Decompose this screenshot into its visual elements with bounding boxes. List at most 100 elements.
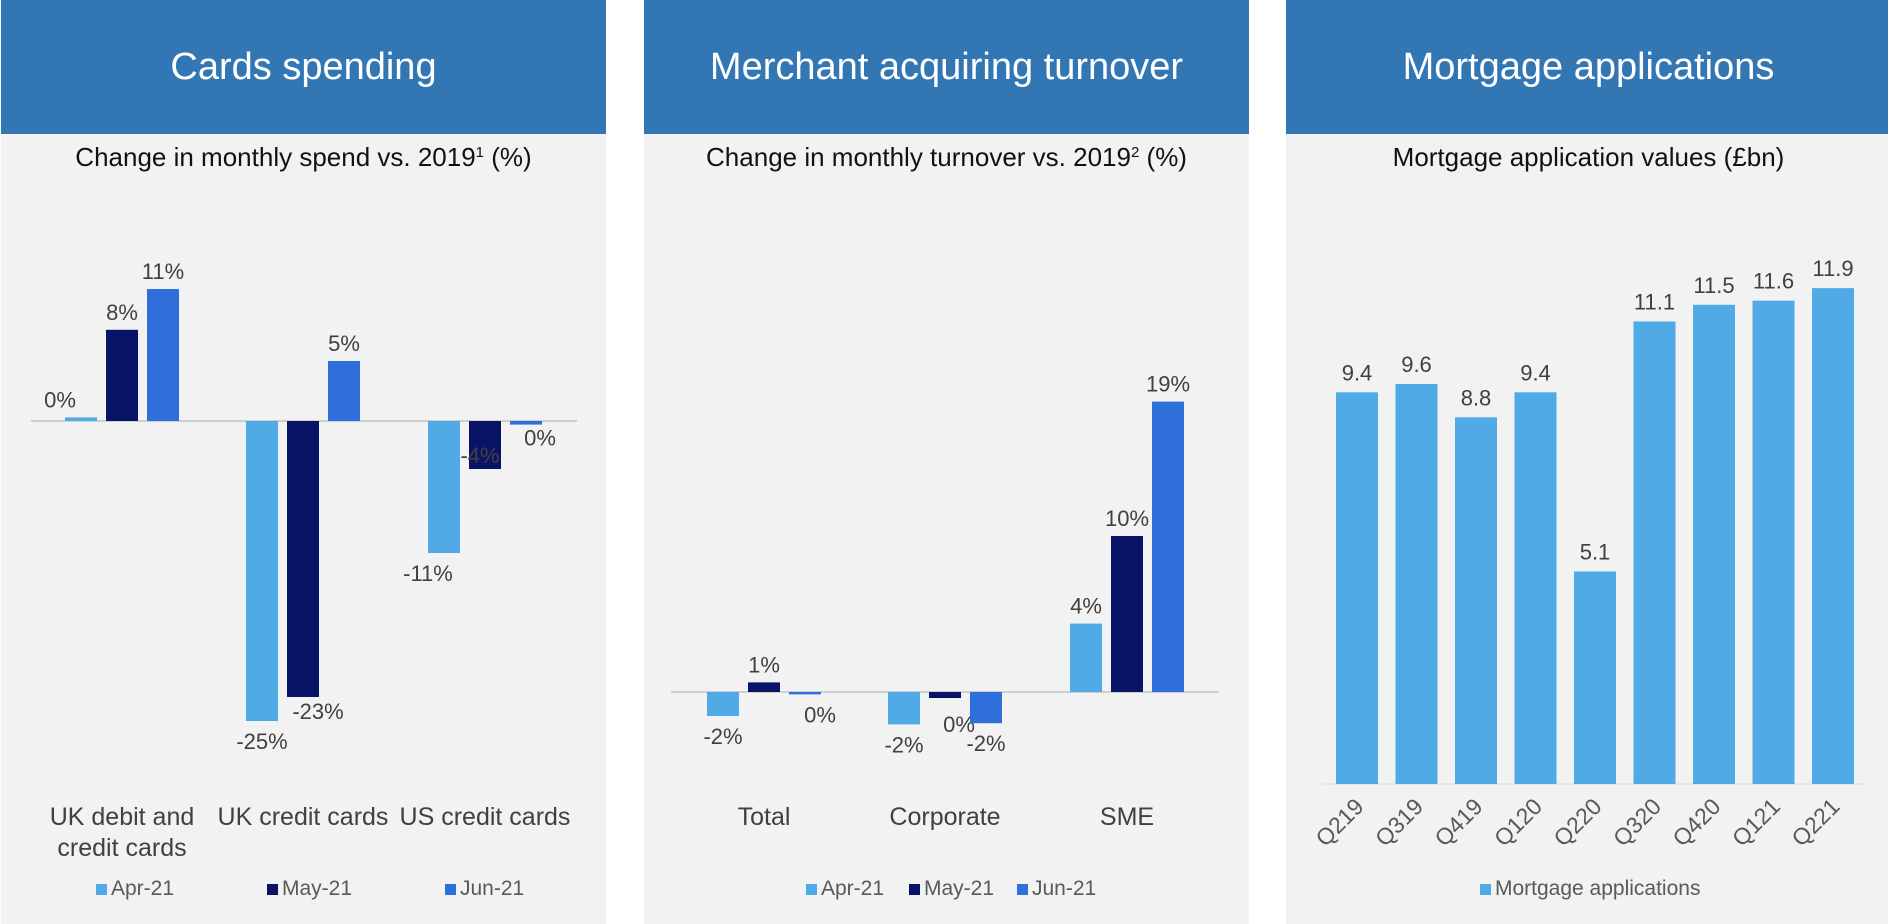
bar-mortgage xyxy=(1514,392,1557,784)
bar-jun-21 xyxy=(147,289,179,421)
bar-apr-21 xyxy=(707,692,739,716)
bar-jun-21 xyxy=(789,692,821,695)
bar-jun-21 xyxy=(510,421,542,425)
legend-label: Jun-21 xyxy=(1032,877,1097,900)
bar-jun-21 xyxy=(1152,401,1184,692)
data-label: 11% xyxy=(142,259,184,284)
category-label: SME xyxy=(1100,803,1154,831)
category-label: US credit cards xyxy=(400,803,571,831)
legend-item-mortgage: Mortgage applications xyxy=(1480,877,1700,901)
bar-apr-21 xyxy=(428,421,460,553)
legend-label: Jun-21 xyxy=(460,877,525,900)
legend-item-jun: Jun-21 xyxy=(445,877,524,901)
legend-item-apr: Apr-21 xyxy=(96,877,174,901)
tick-label: Q121 xyxy=(1727,793,1785,851)
mortgage-applications-panel: Mortgage applications Mortgage applicati… xyxy=(1286,0,1888,924)
data-label: 11.1 xyxy=(1634,289,1675,314)
legend-swatch xyxy=(909,883,920,895)
category-label: credit cards xyxy=(57,834,186,862)
bar-mortgage xyxy=(1455,417,1497,784)
data-label: 11.6 xyxy=(1753,269,1794,294)
data-label: 8.8 xyxy=(1461,385,1492,410)
bar-mortgage xyxy=(1336,392,1378,784)
legend-item-may: May-21 xyxy=(909,877,994,901)
bar-may-21 xyxy=(287,421,319,697)
merchant-turnover-header: Merchant acquiring turnover xyxy=(644,0,1249,134)
category-label: Corporate xyxy=(889,803,1000,831)
bar-may-21 xyxy=(106,329,138,421)
tick-label: Q120 xyxy=(1489,793,1547,851)
data-label: -2% xyxy=(966,731,1005,756)
data-label: -23% xyxy=(292,699,343,724)
bar-may-21 xyxy=(469,421,501,469)
data-label: -25% xyxy=(236,729,287,754)
subtitle-unit: (%) xyxy=(1146,142,1187,172)
data-label: 0% xyxy=(524,426,556,451)
legend-swatch xyxy=(445,883,456,895)
category-label: Total xyxy=(738,803,791,831)
cards-spending-subtitle: Change in monthly spend vs. 20191 (%) xyxy=(1,142,606,173)
category-label: UK credit cards xyxy=(218,803,389,831)
legend-label: Mortgage applications xyxy=(1495,877,1701,900)
cards-spending-chart: 0% 8%11% UK debit and credit cards -25%-23% 5… xyxy=(31,259,577,862)
cards-spending-panel: Cards spending Change in monthly spend v… xyxy=(1,0,606,924)
mortgage-applications-subtitle: Mortgage application values (£bn) xyxy=(1286,142,1888,173)
bar-jun-21 xyxy=(328,361,360,421)
merchant-turnover-subtitle: Change in monthly turnover vs. 20192 (%) xyxy=(644,142,1249,173)
bar-may-21 xyxy=(929,692,961,698)
data-label: 0% xyxy=(804,702,836,727)
data-label: -2% xyxy=(884,732,923,757)
data-label: -2% xyxy=(703,724,742,749)
legend-item-apr: Apr-21 xyxy=(806,877,884,901)
cards-spending-header: Cards spending xyxy=(1,0,606,134)
data-label: 8% xyxy=(106,300,138,325)
mortgage-applications-chart: 9.4 Q219 9.6 Q319 8.8 Q419 9.4 Q120 5.1 Q220 11.1 Q… xyxy=(1310,256,1866,851)
bar-mortgage xyxy=(1395,383,1438,784)
footnote-marker: 2 xyxy=(1130,144,1140,161)
data-label: 11.9 xyxy=(1812,256,1853,281)
data-label: 1% xyxy=(748,652,780,677)
data-label: 0% xyxy=(44,387,76,412)
legend-item-may: May-21 xyxy=(267,877,352,901)
bar-apr-21 xyxy=(888,692,920,725)
data-label: 11.5 xyxy=(1693,273,1734,298)
data-label: 10% xyxy=(1105,506,1149,531)
legend-swatch xyxy=(1480,883,1491,895)
footnote-marker: 1 xyxy=(475,144,485,161)
data-label: 5.1 xyxy=(1580,539,1611,564)
bar-apr-21 xyxy=(246,421,278,721)
data-label: 5% xyxy=(328,331,360,356)
bar-jun-21 xyxy=(970,692,1002,724)
bar-mortgage xyxy=(1633,321,1676,784)
bar-mortgage xyxy=(1812,288,1854,784)
data-label: 0% xyxy=(943,712,975,737)
data-label: 9.4 xyxy=(1520,360,1551,385)
legend-swatch xyxy=(267,883,278,895)
bar-apr-21 xyxy=(1070,623,1102,692)
bar-may-21 xyxy=(748,682,780,692)
tick-label: Q219 xyxy=(1310,793,1368,851)
tick-label: Q320 xyxy=(1608,793,1666,851)
data-label: -11% xyxy=(403,561,453,586)
tick-label: Q220 xyxy=(1548,793,1606,851)
subtitle-unit: (%) xyxy=(491,142,532,172)
data-label: 19% xyxy=(1146,372,1190,397)
bar-apr-21 xyxy=(65,417,97,421)
tick-label: Q221 xyxy=(1786,793,1844,851)
tick-label: Q319 xyxy=(1370,793,1428,851)
legend-swatch xyxy=(806,883,817,895)
subtitle-text: Change in monthly spend vs. 2019 xyxy=(75,142,476,172)
data-label: -4% xyxy=(460,443,499,468)
data-label: 9.6 xyxy=(1401,352,1432,377)
legend-item-jun: Jun-21 xyxy=(1017,877,1096,901)
legend-swatch xyxy=(96,883,107,895)
mortgage-applications-header: Mortgage applications xyxy=(1286,0,1888,134)
legend-swatch xyxy=(1017,883,1028,895)
bar-mortgage xyxy=(1574,571,1616,784)
legend-label: May-21 xyxy=(924,877,995,900)
bar-may-21 xyxy=(1111,536,1143,692)
bar-mortgage xyxy=(1693,304,1735,784)
legend-label: Apr-21 xyxy=(111,877,175,900)
subtitle-text: Change in monthly turnover vs. 2019 xyxy=(706,142,1131,172)
legend-label: Apr-21 xyxy=(821,877,885,900)
